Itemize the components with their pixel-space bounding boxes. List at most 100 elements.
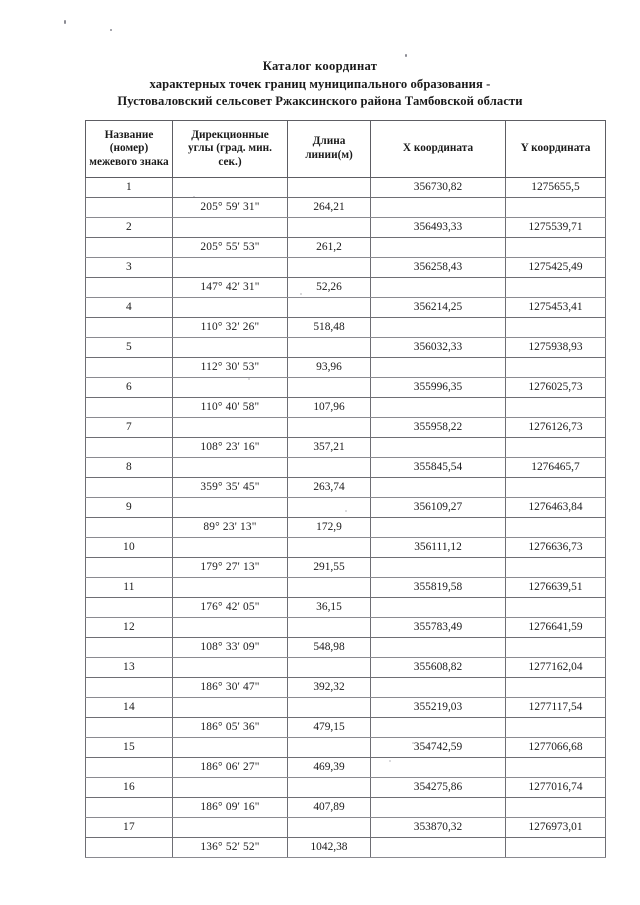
cell-point-name: 6 bbox=[85, 377, 173, 398]
cell-angle-empty bbox=[172, 697, 288, 718]
cell-y-coordinate: 1276973,01 bbox=[505, 817, 606, 838]
cell-x-empty bbox=[370, 477, 506, 498]
cell-point-name: 16 bbox=[85, 777, 173, 798]
cell-y-empty bbox=[505, 597, 606, 618]
cell-y-empty bbox=[505, 837, 606, 858]
cell-x-empty bbox=[370, 597, 506, 618]
cell-x-empty bbox=[370, 277, 506, 298]
column-header-x-coordinate: X координата bbox=[370, 120, 506, 178]
cell-directional-angle: 147° 42' 31" bbox=[172, 277, 288, 298]
cell-directional-angle: 359° 35' 45" bbox=[172, 477, 288, 498]
cell-y-empty bbox=[505, 237, 606, 258]
cell-point-name: 10 bbox=[85, 537, 173, 558]
cell-directional-angle: 89° 23' 13" bbox=[172, 517, 288, 538]
cell-x-empty bbox=[370, 517, 506, 538]
column-header-line-length: Длина линии(м) bbox=[287, 120, 371, 178]
cell-y-coordinate: 1277016,74 bbox=[505, 777, 606, 798]
table-row: 186° 06' 27" 469,39 bbox=[85, 757, 606, 778]
cell-directional-angle: 186° 06' 27" bbox=[172, 757, 288, 778]
table-row: 13 355608,82 1277162,04 bbox=[85, 657, 606, 678]
cell-point-empty bbox=[85, 557, 173, 578]
cell-x-empty bbox=[370, 317, 506, 338]
cell-point-empty bbox=[85, 237, 173, 258]
cell-y-coordinate: 1276636,73 bbox=[505, 537, 606, 558]
cell-directional-angle: 176° 42' 05" bbox=[172, 597, 288, 618]
cell-length-empty bbox=[287, 297, 371, 318]
cell-x-coordinate: 355219,03 bbox=[370, 697, 506, 718]
cell-length-empty bbox=[287, 657, 371, 678]
cell-y-empty bbox=[505, 757, 606, 778]
cell-point-name: 4 bbox=[85, 297, 173, 318]
cell-y-empty bbox=[505, 357, 606, 378]
cell-angle-empty bbox=[172, 537, 288, 558]
cell-x-coordinate: 353870,32 bbox=[370, 817, 506, 838]
table-row: 6 355996,35 1276025,73 bbox=[85, 377, 606, 398]
cell-point-name: 15 bbox=[85, 737, 173, 758]
cell-y-empty bbox=[505, 797, 606, 818]
cell-x-coordinate: 355783,49 bbox=[370, 617, 506, 638]
coordinate-catalog-table: Название (номер) межевого знака Дирекцио… bbox=[85, 120, 606, 858]
cell-length-empty bbox=[287, 697, 371, 718]
cell-point-name: 9 bbox=[85, 497, 173, 518]
table-row: 9 356109,27 1276463,84 bbox=[85, 497, 606, 518]
cell-point-name: 2 bbox=[85, 217, 173, 238]
cell-y-coordinate: 1276641,59 bbox=[505, 617, 606, 638]
table-row: 110° 40' 58" 107,96 bbox=[85, 397, 606, 418]
cell-x-empty bbox=[370, 717, 506, 738]
cell-x-empty bbox=[370, 637, 506, 658]
cell-angle-empty bbox=[172, 457, 288, 478]
table-row: 17 353870,32 1276973,01 bbox=[85, 817, 606, 838]
cell-x-empty bbox=[370, 437, 506, 458]
cell-y-coordinate: 1277066,68 bbox=[505, 737, 606, 758]
cell-point-empty bbox=[85, 197, 173, 218]
cell-y-empty bbox=[505, 517, 606, 538]
cell-angle-empty bbox=[172, 657, 288, 678]
cell-y-empty bbox=[505, 717, 606, 738]
table-row: 186° 09' 16" 407,89 bbox=[85, 797, 606, 818]
cell-angle-empty bbox=[172, 617, 288, 638]
table-row: 108° 33' 09" 548,98 bbox=[85, 637, 606, 658]
table-row: 112° 30' 53" 93,96 bbox=[85, 357, 606, 378]
cell-angle-empty bbox=[172, 497, 288, 518]
cell-line-length: 357,21 bbox=[287, 437, 371, 458]
column-header-directional-angle: Дирекционные углы (град. мин. сек.) bbox=[172, 120, 288, 178]
cell-angle-empty bbox=[172, 777, 288, 798]
cell-x-coordinate: 356258,43 bbox=[370, 257, 506, 278]
cell-y-coordinate: 1275425,49 bbox=[505, 257, 606, 278]
cell-y-empty bbox=[505, 397, 606, 418]
column-header-point-line-2: (номер) bbox=[109, 142, 149, 155]
cell-y-empty bbox=[505, 637, 606, 658]
cell-line-length: 261,2 bbox=[287, 237, 371, 258]
cell-line-length: 263,74 bbox=[287, 477, 371, 498]
cell-length-empty bbox=[287, 177, 371, 198]
cell-y-empty bbox=[505, 197, 606, 218]
cell-y-empty bbox=[505, 277, 606, 298]
cell-length-empty bbox=[287, 457, 371, 478]
table-row: 136° 52' 52" 1042,38 bbox=[85, 837, 606, 858]
cell-angle-empty bbox=[172, 377, 288, 398]
cell-directional-angle: 108° 23' 16" bbox=[172, 437, 288, 458]
cell-y-coordinate: 1276465,7 bbox=[505, 457, 606, 478]
cell-y-coordinate: 1277117,54 bbox=[505, 697, 606, 718]
cell-angle-empty bbox=[172, 297, 288, 318]
cell-length-empty bbox=[287, 377, 371, 398]
cell-point-name: 8 bbox=[85, 457, 173, 478]
cell-point-name: 12 bbox=[85, 617, 173, 638]
table-row: 205° 55' 53" 261,2 bbox=[85, 237, 606, 258]
cell-line-length: 1042,38 bbox=[287, 837, 371, 858]
table-row: 8 355845,54 1276465,7 bbox=[85, 457, 606, 478]
cell-directional-angle: 136° 52' 52" bbox=[172, 837, 288, 858]
column-header-angle-line-3: сек.) bbox=[218, 155, 242, 168]
cell-line-length: 479,15 bbox=[287, 717, 371, 738]
table-row: 2 356493,33 1275539,71 bbox=[85, 217, 606, 238]
table-row: 108° 23' 16" 357,21 bbox=[85, 437, 606, 458]
cell-angle-empty bbox=[172, 417, 288, 438]
cell-point-name: 14 bbox=[85, 697, 173, 718]
cell-directional-angle: 179° 27' 13" bbox=[172, 557, 288, 578]
cell-y-coordinate: 1276463,84 bbox=[505, 497, 606, 518]
column-header-length-line-1: Длина bbox=[312, 135, 346, 148]
cell-y-empty bbox=[505, 557, 606, 578]
cell-x-coordinate: 356730,82 bbox=[370, 177, 506, 198]
table-row: 1 356730,82 1275655,5 bbox=[85, 177, 606, 198]
cell-line-length: 548,98 bbox=[287, 637, 371, 658]
